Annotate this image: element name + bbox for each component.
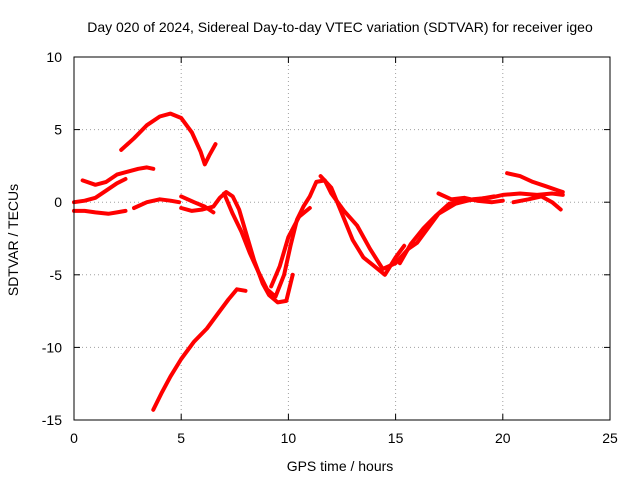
y-tick-label: -5 [50, 267, 63, 283]
y-tick-label: -15 [42, 412, 62, 428]
series-arc-1 [119, 111, 218, 167]
y-tick-label: -10 [42, 339, 62, 355]
y-tick-label: 10 [46, 49, 62, 65]
series-arc-13 [505, 171, 565, 194]
series-arc-2 [80, 165, 156, 187]
data-series [72, 111, 565, 412]
series-arc-9 [269, 206, 312, 289]
y-axis-label: SDTVAR / TECUs [5, 184, 21, 296]
series-arc-3 [72, 177, 128, 205]
x-axis-label: GPS time / hours [287, 458, 394, 474]
plot-frame [73, 56, 611, 421]
x-tick-label: 20 [495, 430, 511, 446]
series-arc-15 [151, 287, 248, 412]
series-arc-14 [511, 194, 563, 212]
y-tick-label: 5 [54, 122, 62, 138]
series-arc-12 [436, 191, 505, 205]
series-arc-11 [397, 194, 497, 266]
x-tick-label: 15 [388, 430, 404, 446]
y-tick-label: 0 [54, 194, 62, 210]
chart-title: Day 020 of 2024, Sidereal Day-to-day VTE… [87, 19, 593, 35]
x-tick-label: 0 [70, 430, 78, 446]
series-arc-5 [132, 197, 182, 210]
axis-ticks: 0 5 10 15 20 25 -15 -10 -5 0 5 10 [42, 49, 618, 446]
grid [74, 57, 610, 420]
series-arc-10 [318, 174, 407, 277]
series-arc-4 [72, 208, 128, 216]
x-tick-label: 25 [602, 430, 618, 446]
x-tick-label: 10 [281, 430, 297, 446]
series-arc-7 [179, 190, 295, 305]
x-tick-label: 5 [177, 430, 185, 446]
